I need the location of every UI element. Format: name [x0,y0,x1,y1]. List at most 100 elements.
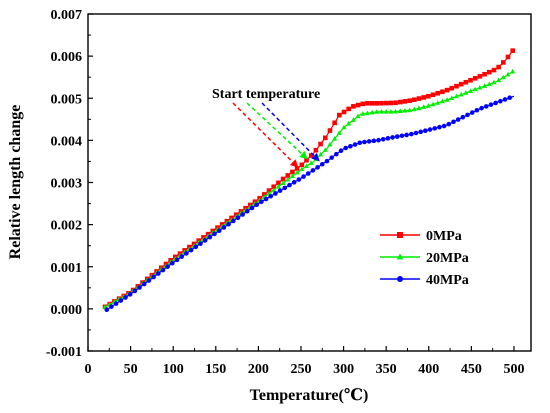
x-tick-label: 500 [503,362,524,377]
data-point-0mpa [416,96,422,101]
data-point-40mpa [184,251,189,256]
data-point-20mpa [486,81,492,87]
data-point-40mpa [488,102,494,107]
data-point-20mpa [407,107,413,113]
data-point-20mpa [369,109,375,115]
data-point-40mpa [127,292,133,297]
data-point-40mpa [493,100,498,106]
data-point-40mpa [315,165,320,170]
data-point-40mpa [273,191,278,196]
data-point-40mpa [376,137,381,143]
series-layer [102,48,516,313]
data-point-0mpa [294,166,300,171]
data-point-40mpa [483,104,489,109]
data-point-40mpa [277,188,283,193]
data-point-40mpa [324,158,330,164]
annotation-layer: Start temperature [212,87,321,169]
data-point-20mpa [505,71,511,77]
data-point-40mpa [432,126,438,131]
data-point-0mpa [379,100,384,106]
data-point-40mpa [348,143,353,149]
data-point-20mpa [411,106,417,112]
data-point-20mpa [327,141,333,147]
data-point-0mpa [383,100,389,106]
data-point-40mpa [502,97,508,102]
data-point-20mpa [271,187,277,192]
annotation-start-temperature: Start temperature [212,87,320,102]
annotation-arrowhead-0mpa [289,159,299,168]
data-point-0mpa [351,104,356,109]
data-point-40mpa [160,267,166,273]
data-point-40mpa [132,288,138,294]
y-tick-label: 0.006 [51,50,83,65]
data-point-20mpa [393,108,399,114]
legend-marker-0mpa [397,232,403,238]
x-tick-label: 400 [418,362,439,377]
data-point-0mpa [440,89,445,95]
data-point-40mpa [409,131,414,137]
data-point-0mpa [501,60,506,65]
data-point-40mpa [319,161,325,167]
data-point-40mpa [287,182,292,188]
y-tick-label: 0.004 [51,134,83,149]
legend-marker-40mpa [397,276,403,282]
data-point-0mpa [496,64,501,70]
data-point-40mpa [334,151,339,157]
data-point-0mpa [355,102,361,108]
data-point-40mpa [498,98,503,104]
data-point-40mpa [188,247,194,253]
data-point-40mpa [240,212,245,217]
data-point-0mpa [346,106,351,112]
data-point-40mpa [423,128,428,133]
data-point-20mpa [397,108,403,114]
y-tick-label: 0.000 [51,303,83,318]
data-point-20mpa [346,120,352,126]
data-point-20mpa [294,169,300,175]
data-point-40mpa [291,180,297,185]
data-point-0mpa [491,67,497,73]
data-point-40mpa [479,105,484,111]
data-point-20mpa [458,91,464,97]
data-point-40mpa [179,254,185,259]
data-point-0mpa [304,157,309,163]
legend-label-40mpa: 40MPa [426,273,469,288]
annotation-arrowhead-20mpa [299,150,308,160]
data-point-0mpa [435,90,441,96]
x-tick-label: 50 [124,362,138,377]
data-point-20mpa [449,95,455,100]
data-point-40mpa [104,307,110,313]
data-point-20mpa [374,109,380,114]
y-tick-label: 0.002 [51,219,83,234]
data-point-40mpa [174,257,180,263]
data-point-0mpa [285,173,291,178]
data-point-40mpa [451,119,456,125]
data-point-40mpa [165,264,170,269]
x-tick-label: 0 [85,362,92,377]
data-point-40mpa [418,129,423,135]
data-point-40mpa [465,112,470,118]
axis-ticks: 0 50 100 150 200 250 300 350 400 450 500 -0.001 0.00… [46,8,525,377]
data-point-0mpa [402,99,408,104]
data-point-0mpa [318,141,323,147]
data-point-0mpa [266,188,272,193]
x-tick-label: 200 [248,362,269,377]
data-point-20mpa [388,108,394,114]
x-tick-label: 100 [163,362,184,377]
data-point-0mpa [374,101,380,106]
data-point-40mpa [404,132,409,138]
data-point-20mpa [303,163,310,169]
x-tick-label: 450 [461,362,482,377]
data-point-40mpa [235,215,241,221]
data-point-40mpa [212,231,217,237]
y-tick-label: -0.001 [46,345,82,360]
data-point-0mpa [458,81,464,87]
data-point-0mpa [472,76,478,81]
legend-label-0mpa: 0MPa [426,229,462,244]
x-tick-label: 350 [376,362,397,377]
data-point-0mpa [308,153,314,158]
x-tick-label: 150 [205,362,226,377]
data-point-40mpa [362,139,367,145]
data-point-40mpa [357,140,363,146]
data-point-40mpa [146,278,152,283]
